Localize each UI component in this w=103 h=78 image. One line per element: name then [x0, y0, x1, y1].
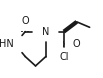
- Text: O: O: [21, 16, 29, 26]
- Text: Cl: Cl: [59, 52, 69, 62]
- Text: O: O: [73, 39, 81, 49]
- Text: N: N: [42, 27, 50, 37]
- Text: HN: HN: [0, 39, 14, 49]
